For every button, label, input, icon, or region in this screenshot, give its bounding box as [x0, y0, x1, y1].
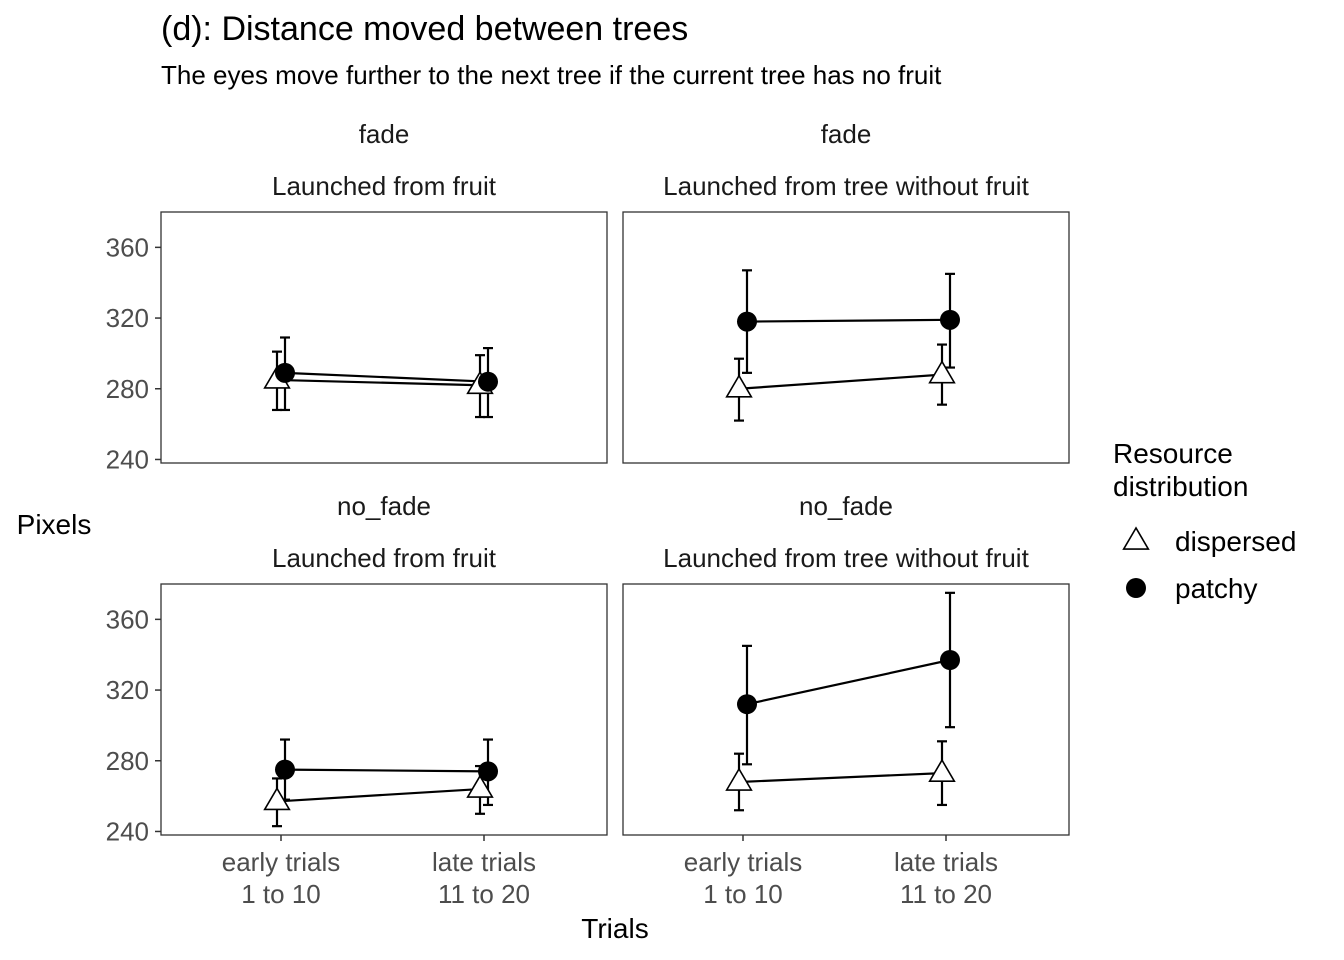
point-dispersed — [725, 374, 753, 398]
series-line-patchy — [284, 371, 489, 383]
series-line-patchy — [284, 768, 489, 773]
point-patchy — [275, 362, 295, 383]
x-tick-label: early trials — [684, 847, 802, 877]
panel-3: no_fade Launched from fruit 240 280 320 360 ea… — [106, 491, 608, 909]
panel-2: fade Launched from tree without fruit — [622, 119, 1070, 464]
y-tick-label: 280 — [106, 746, 149, 776]
panel-4: no_fade Launched from tree without fruit e… — [622, 491, 1070, 909]
panel-border — [160, 211, 608, 464]
panel-border — [622, 583, 1070, 836]
point-patchy — [737, 694, 757, 715]
strip-col-label: Launched from fruit — [272, 543, 497, 573]
point-dispersed — [466, 774, 494, 798]
y-tick-label: 280 — [106, 374, 149, 404]
strip-col-label: Launched from tree without fruit — [663, 543, 1029, 573]
series-line-dispersed — [738, 772, 943, 784]
series-line-patchy — [746, 658, 951, 706]
series-line-dispersed — [276, 378, 481, 387]
legend-title: Resource — [1113, 438, 1233, 469]
point-patchy — [737, 311, 757, 332]
strip-row-label: no_fade — [337, 491, 431, 521]
point-patchy — [275, 759, 295, 780]
series-line-dispersed — [738, 373, 943, 390]
y-tick-label: 360 — [106, 232, 149, 262]
strip-row-label: fade — [359, 119, 410, 149]
point-dispersed — [928, 758, 956, 782]
point-patchy — [940, 650, 960, 671]
point-patchy — [940, 309, 960, 330]
y-tick-label: 240 — [106, 444, 149, 474]
point-dispersed — [725, 767, 753, 791]
x-tick-label: 1 to 10 — [703, 879, 783, 909]
chart-subtitle: The eyes move further to the next tree i… — [161, 60, 942, 90]
y-tick-label: 320 — [106, 303, 149, 333]
x-tick-label: early trials — [222, 847, 340, 877]
legend-key-dispersed — [1122, 526, 1150, 550]
panel-border — [160, 583, 608, 836]
chart-title: (d): Distance moved between trees — [161, 10, 688, 48]
series-line-dispersed — [276, 787, 481, 803]
x-tick-label: 11 to 20 — [900, 879, 992, 909]
x-tick-label: late trials — [432, 847, 536, 877]
x-axis-title: Trials — [581, 913, 648, 944]
panels: fade Launched from fruit 240 280 320 360 fade L… — [106, 119, 1070, 909]
x-tick-label: 11 to 20 — [438, 879, 530, 909]
point-dispersed — [928, 360, 956, 384]
point-patchy — [478, 761, 498, 782]
strip-row-label: fade — [821, 119, 872, 149]
point-dispersed — [263, 786, 291, 811]
strip-row-label: no_fade — [799, 491, 893, 521]
series-line-patchy — [746, 318, 951, 323]
panel-1: fade Launched from fruit 240 280 320 360 — [106, 119, 608, 474]
legend-label-dispersed: dispersed — [1175, 526, 1296, 557]
panel-border — [622, 211, 1070, 464]
strip-col-label: Launched from fruit — [272, 171, 497, 201]
y-axis-title: Pixels — [17, 509, 92, 540]
legend-key-patchy — [1126, 578, 1146, 598]
x-tick-label: late trials — [894, 847, 998, 877]
y-tick-label: 240 — [106, 816, 149, 846]
x-tick-label: 1 to 10 — [241, 879, 321, 909]
legend-label-patchy: patchy — [1175, 573, 1258, 604]
y-tick-label: 320 — [106, 675, 149, 705]
point-patchy — [478, 371, 498, 392]
y-tick-label: 360 — [106, 604, 149, 634]
legend-title: distribution — [1113, 471, 1248, 502]
strip-col-label: Launched from tree without fruit — [663, 171, 1029, 201]
